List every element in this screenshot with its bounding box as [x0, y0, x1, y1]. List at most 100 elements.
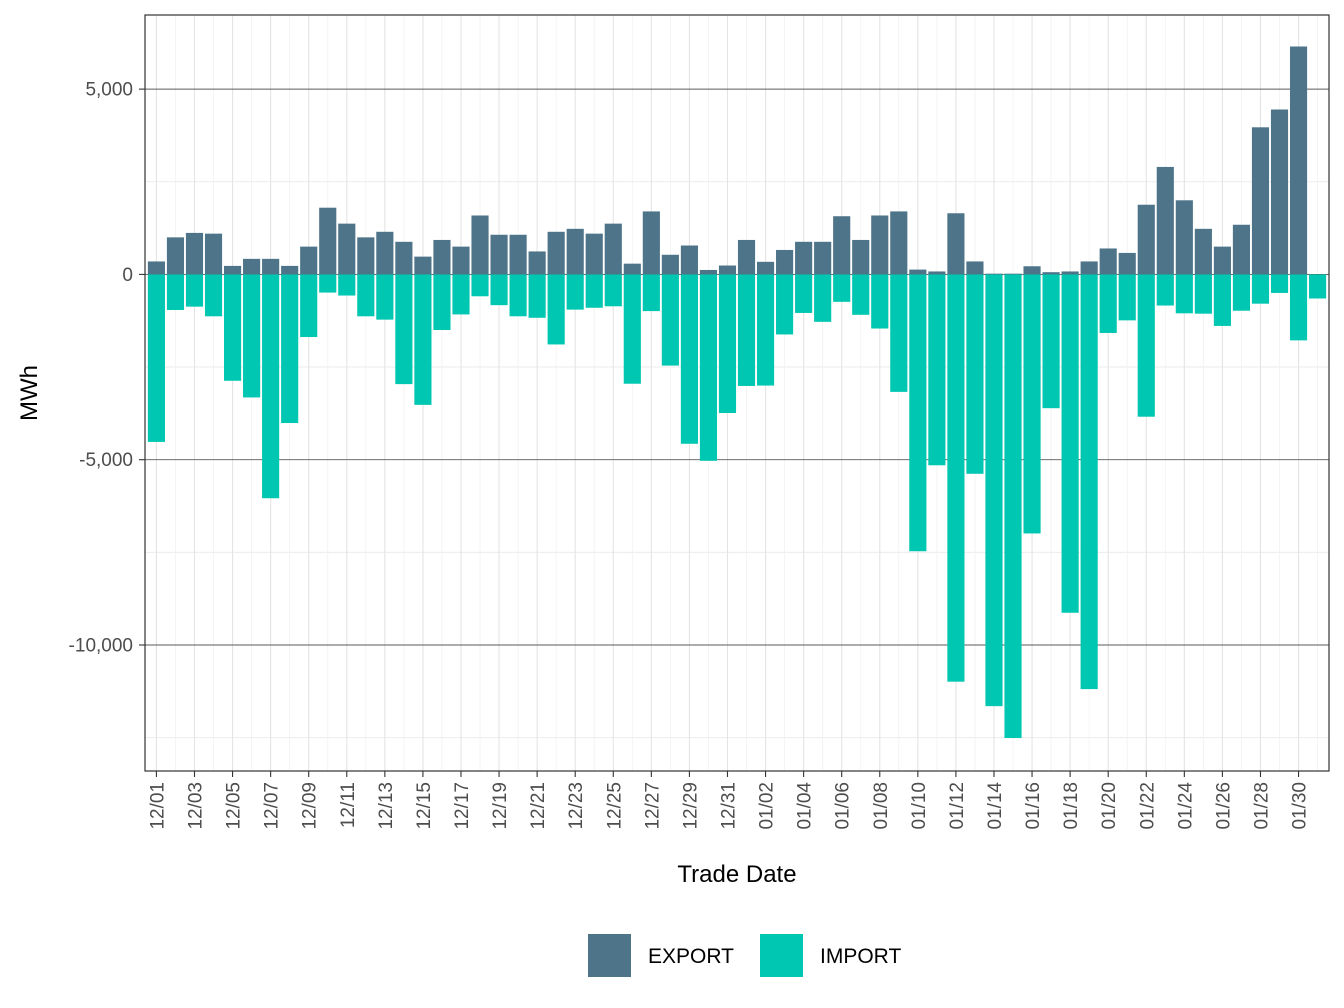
y-tick-label: 5,000 — [85, 80, 133, 101]
import-bar — [680, 274, 698, 444]
import-bar — [756, 274, 775, 386]
x-tick-label: 01/28 — [1251, 782, 1272, 830]
import-bar — [243, 274, 261, 398]
x-tick-label: 01/16 — [1023, 782, 1044, 830]
export-bar — [604, 223, 622, 275]
export-bar — [890, 211, 908, 275]
export-bar — [737, 239, 756, 275]
import-bar — [166, 274, 185, 310]
export-bar — [699, 269, 718, 275]
x-tick-label: 12/09 — [300, 782, 321, 830]
import-bar — [433, 274, 451, 330]
import-bar — [452, 274, 470, 315]
export-bar — [814, 241, 832, 275]
import-bar — [871, 274, 889, 329]
import-bar — [1080, 274, 1098, 690]
x-tick-label: 12/25 — [604, 782, 625, 830]
export-bar — [1080, 261, 1098, 275]
import-bar — [185, 274, 204, 307]
export-bar — [756, 261, 775, 275]
legend-label-export: EXPORT — [648, 945, 734, 968]
export-bar — [319, 207, 337, 275]
x-tick-label: 01/14 — [985, 782, 1006, 830]
export-bar — [661, 254, 679, 275]
x-tick-label: 12/15 — [414, 782, 435, 830]
export-bar — [414, 256, 432, 275]
x-tick-label: 01/08 — [871, 782, 892, 830]
export-bar — [852, 239, 870, 275]
export-bar — [376, 231, 394, 275]
export-bar — [1099, 248, 1117, 275]
export-bar — [1232, 224, 1251, 275]
import-bar — [509, 274, 527, 317]
bars — [147, 46, 1327, 739]
export-bar — [680, 245, 698, 275]
export-bar — [433, 239, 451, 275]
export-bar — [281, 265, 299, 275]
export-bar — [966, 261, 984, 275]
import-bar — [1251, 274, 1270, 304]
import-bar — [890, 274, 908, 392]
x-tick-label: 12/23 — [566, 782, 587, 830]
x-tick-label: 12/11 — [338, 782, 359, 828]
export-bar — [1213, 246, 1231, 275]
legend-label-import: IMPORT — [820, 945, 901, 968]
export-bar — [585, 233, 603, 275]
x-tick-label: 01/12 — [947, 782, 968, 830]
legend-swatch-import — [760, 934, 803, 977]
import-bar — [928, 274, 946, 466]
export-bar — [223, 265, 242, 275]
import-bar — [642, 274, 660, 312]
import-bar — [528, 274, 546, 318]
export-bar — [1137, 204, 1155, 275]
import-bar — [947, 274, 965, 682]
import-bar — [223, 274, 242, 381]
export-bar — [243, 258, 261, 275]
export-bar — [1289, 46, 1308, 275]
export-bar — [1251, 127, 1270, 275]
export-bar — [928, 271, 946, 275]
y-axis-title: MWh — [16, 365, 43, 421]
export-bar — [1194, 228, 1212, 275]
export-bar — [395, 241, 413, 275]
import-bar — [395, 274, 413, 385]
export-bar — [1004, 273, 1022, 275]
import-bar — [833, 274, 851, 302]
x-axis-title: Trade Date — [677, 861, 796, 888]
export-bar — [566, 228, 584, 275]
export-bar — [452, 246, 470, 275]
x-axis: 12/01 12/03 12/05 12/07 12/09 12/11 12/13 12/15… — [147, 771, 1311, 830]
import-bar — [1023, 274, 1041, 534]
export-bar — [1156, 166, 1174, 275]
legend-swatch-export — [588, 934, 631, 977]
x-tick-label: 12/31 — [718, 782, 739, 830]
x-tick-label: 01/20 — [1099, 782, 1120, 830]
import-bar — [1137, 274, 1155, 417]
x-tick-label: 12/13 — [376, 782, 397, 830]
x-tick-label: 01/06 — [833, 782, 854, 830]
export-bar — [1042, 272, 1060, 275]
import-bar — [376, 274, 394, 320]
y-tick-label: -10,000 — [69, 636, 133, 657]
import-bar — [718, 274, 737, 414]
import-bar — [737, 274, 756, 386]
import-bar — [585, 274, 603, 308]
grid-major — [145, 88, 1329, 646]
export-bar — [204, 233, 223, 275]
import-bar — [1099, 274, 1117, 333]
x-tick-label: 01/30 — [1290, 782, 1311, 830]
export-bar — [795, 241, 813, 275]
x-tick-label: 12/21 — [528, 782, 549, 830]
export-bar — [642, 211, 660, 275]
import-bar — [1194, 274, 1212, 314]
export-bar — [185, 232, 204, 275]
export-bar — [471, 215, 489, 275]
import-bar — [852, 274, 870, 315]
import-bar — [1156, 274, 1174, 306]
x-tick-label: 12/05 — [224, 782, 245, 830]
x-tick-label: 01/24 — [1175, 782, 1196, 830]
import-bar — [204, 274, 223, 317]
import-bar — [814, 274, 832, 322]
export-bar — [1118, 252, 1136, 275]
